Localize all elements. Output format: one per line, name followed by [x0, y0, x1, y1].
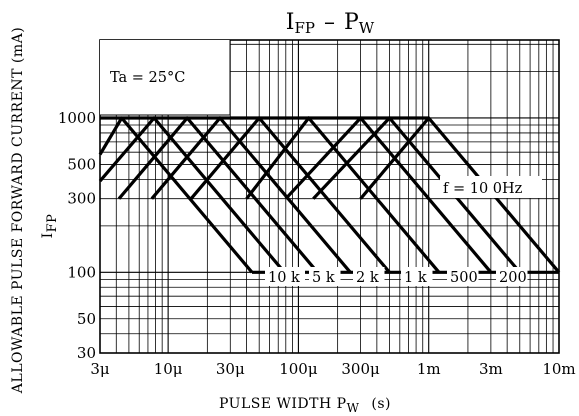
y-axis-title-line1: IFP [40, 214, 60, 239]
series-line [117, 116, 319, 274]
y-tick-label: 300 [67, 190, 96, 208]
y-tick-label: 50 [77, 310, 96, 328]
series-label-bg [440, 176, 542, 198]
x-tick-label: 1m [417, 360, 441, 378]
series-label: 10 k [268, 270, 300, 286]
series-labels: 10 k 5 k 2 k 1 k 500 200 f = 10 0Hz [265, 176, 542, 286]
x-tick-label: 3μ [90, 360, 110, 378]
x-tick-label: 10m [542, 360, 575, 378]
series-label-bg [496, 267, 528, 286]
series-line [284, 116, 493, 274]
plot-frame [99, 39, 560, 354]
series-line [98, 116, 254, 274]
series-label: 2 k [356, 270, 379, 286]
x-tick-labels: 3μ 10μ 30μ 100μ 300μ 1m 3m 10m [90, 360, 575, 378]
series-label-bg [447, 267, 479, 286]
series-group [98, 116, 561, 274]
y-axis-title-line2: ALLOWABLE PULSE FORWARD CURRENT (mA) [10, 27, 26, 394]
series-label-bg [401, 267, 433, 286]
x-tick-label: 3m [479, 360, 503, 378]
series-label: f = 10 0Hz [443, 181, 523, 197]
series-label-bg [309, 267, 341, 286]
x-tick-label: 10μ [154, 360, 183, 378]
x-tick-label: 100μ [279, 360, 318, 378]
series-line [98, 116, 286, 274]
series-line [189, 116, 391, 274]
x-tick-label: 300μ [341, 360, 380, 378]
series-line [312, 116, 522, 274]
series-line [359, 116, 561, 274]
ta-box [100, 40, 230, 115]
ta-annotation: Ta = 25°C [110, 70, 185, 86]
series-label: 1 k [404, 270, 427, 286]
series-label: 500 [450, 270, 478, 286]
series-label-bg [353, 267, 385, 286]
y-tick-label: 1000 [58, 109, 96, 127]
y-tick-label: 100 [67, 263, 96, 281]
series-line [245, 116, 441, 274]
y-tick-labels: 30 50 100 300 500 1000 [58, 109, 96, 362]
chart-title: IFP – PW [286, 10, 375, 37]
y-tick-label: 30 [77, 344, 96, 362]
series-label-bg [265, 267, 305, 286]
x-tick-label: 30μ [216, 360, 245, 378]
y-tick-label: 500 [67, 155, 96, 173]
series-label: 5 k [312, 270, 335, 286]
series-line [150, 116, 352, 274]
x-axis-title: PULSE WIDTH PW (s) [219, 396, 391, 415]
series-label: 200 [499, 270, 527, 286]
